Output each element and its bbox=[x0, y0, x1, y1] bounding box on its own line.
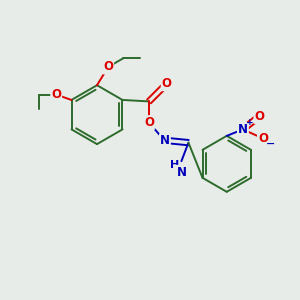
Text: O: O bbox=[162, 77, 172, 90]
Text: N: N bbox=[176, 166, 186, 178]
Text: N: N bbox=[238, 123, 248, 136]
Text: O: O bbox=[103, 61, 113, 74]
Text: +: + bbox=[246, 118, 253, 127]
Text: O: O bbox=[258, 132, 268, 145]
Text: N: N bbox=[160, 134, 170, 147]
Text: −: − bbox=[266, 139, 275, 148]
Text: O: O bbox=[254, 110, 264, 123]
Text: O: O bbox=[51, 88, 61, 101]
Text: H: H bbox=[170, 160, 179, 170]
Text: O: O bbox=[144, 116, 154, 129]
